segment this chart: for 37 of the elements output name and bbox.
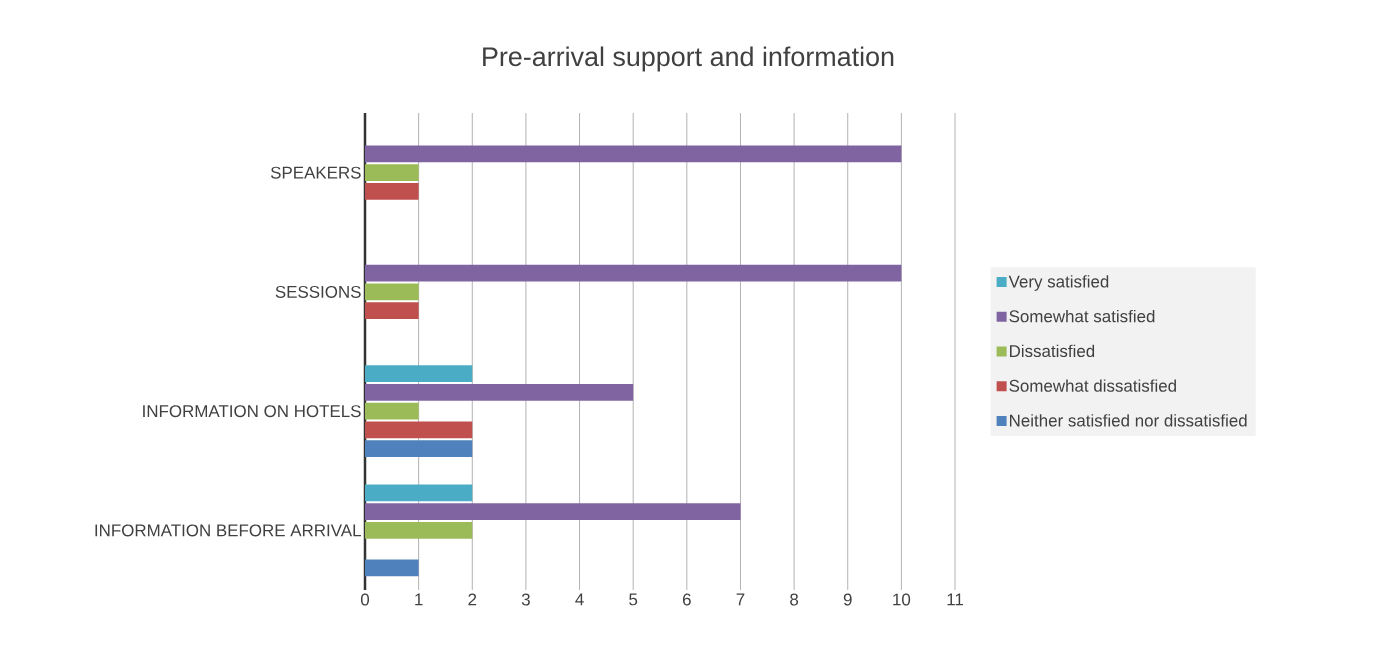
legend-label: Neither satisfied nor dissatisfied xyxy=(1009,414,1247,427)
bar xyxy=(365,503,741,520)
bar xyxy=(365,402,419,420)
legend-label: Somewhat satisfied xyxy=(1009,309,1155,323)
bar xyxy=(365,484,473,502)
x-tick-label: 2 xyxy=(468,593,477,606)
bar xyxy=(365,183,419,200)
x-tick-label: 3 xyxy=(521,593,530,606)
legend-label: Somewhat dissatisfied xyxy=(1009,379,1176,392)
bar xyxy=(365,302,419,319)
y-tick-label: INFORMATION ON HOTELS xyxy=(143,405,361,418)
legend-label: Very satisfied xyxy=(1008,275,1109,291)
bar xyxy=(365,559,419,577)
x-tick-label: 6 xyxy=(682,593,691,606)
bar xyxy=(365,145,902,163)
x-tick-label: 0 xyxy=(360,593,370,606)
bar xyxy=(365,421,473,439)
x-tick-label: 9 xyxy=(843,593,852,606)
x-tick-label: 8 xyxy=(790,593,799,606)
y-tick-label: INFORMATION BEFORE ARRIVAL xyxy=(95,524,361,537)
x-tick-label: 10 xyxy=(893,593,911,606)
x-tick-label: 1 xyxy=(415,593,423,606)
bar xyxy=(365,283,419,301)
bar xyxy=(365,264,902,282)
bar xyxy=(365,440,473,457)
x-tick-label: 7 xyxy=(736,593,745,606)
bar xyxy=(365,164,419,181)
y-tick-label: SESSIONS xyxy=(275,285,361,298)
chart-title: Pre-arrival support and information xyxy=(483,46,894,72)
legend-label: Dissatisfied xyxy=(1009,344,1095,358)
x-tick-label: 4 xyxy=(575,593,584,606)
bar xyxy=(365,522,473,539)
bar xyxy=(365,365,473,383)
y-tick-label: SPEAKERS xyxy=(270,166,361,179)
bar xyxy=(365,384,634,401)
x-tick-label: 11 xyxy=(947,593,963,606)
x-tick-label: 5 xyxy=(629,593,638,606)
